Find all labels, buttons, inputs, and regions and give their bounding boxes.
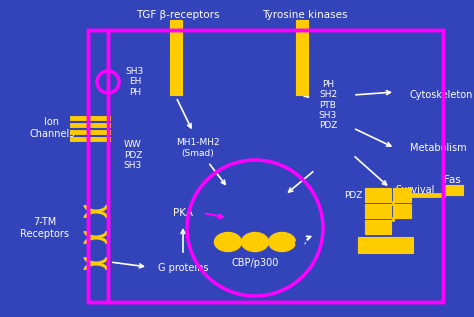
Ellipse shape: [268, 232, 295, 251]
Bar: [296, 20, 308, 95]
Text: Tyrosine kinases: Tyrosine kinases: [262, 10, 348, 20]
Text: 7-TM
Receptors: 7-TM Receptors: [20, 217, 70, 239]
Text: G proteins: G proteins: [158, 263, 208, 273]
Text: CBP/p300: CBP/p300: [231, 258, 279, 268]
Text: PDZ: PDZ: [345, 191, 363, 199]
Text: Metabolism: Metabolism: [410, 143, 466, 153]
Text: Ion
Channels: Ion Channels: [29, 117, 75, 139]
Text: TGF β-receptors: TGF β-receptors: [136, 10, 220, 20]
Bar: [88, 30, 443, 302]
Bar: [88, 30, 443, 302]
Text: DED: DED: [370, 223, 386, 231]
Bar: [365, 220, 391, 234]
Ellipse shape: [241, 232, 268, 251]
Bar: [358, 237, 413, 253]
Text: Fas: Fas: [444, 175, 460, 185]
Text: DD: DD: [396, 206, 408, 216]
Text: DED: DED: [370, 206, 386, 216]
Text: MH1-MH2
(Smad): MH1-MH2 (Smad): [176, 138, 220, 158]
Bar: [170, 20, 182, 95]
Text: Caspase: Caspase: [367, 241, 403, 249]
Text: PH
SH2
PTB
SH3
PDZ: PH SH2 PTB SH3 PDZ: [319, 80, 337, 130]
Bar: [443, 185, 463, 195]
Text: SH3
EH
PH: SH3 EH PH: [126, 67, 144, 97]
Ellipse shape: [215, 232, 241, 251]
Text: PDZ: PDZ: [370, 191, 386, 199]
Text: PKA: PKA: [173, 208, 193, 218]
Text: Cytoskeleton: Cytoskeleton: [410, 90, 474, 100]
Bar: [393, 204, 411, 218]
Text: WW
PDZ
SH3: WW PDZ SH3: [124, 140, 142, 170]
Text: DD: DD: [396, 191, 408, 199]
Bar: [393, 188, 411, 202]
Bar: [365, 204, 391, 218]
Bar: [365, 188, 391, 202]
Text: Survival: Survival: [395, 185, 434, 195]
